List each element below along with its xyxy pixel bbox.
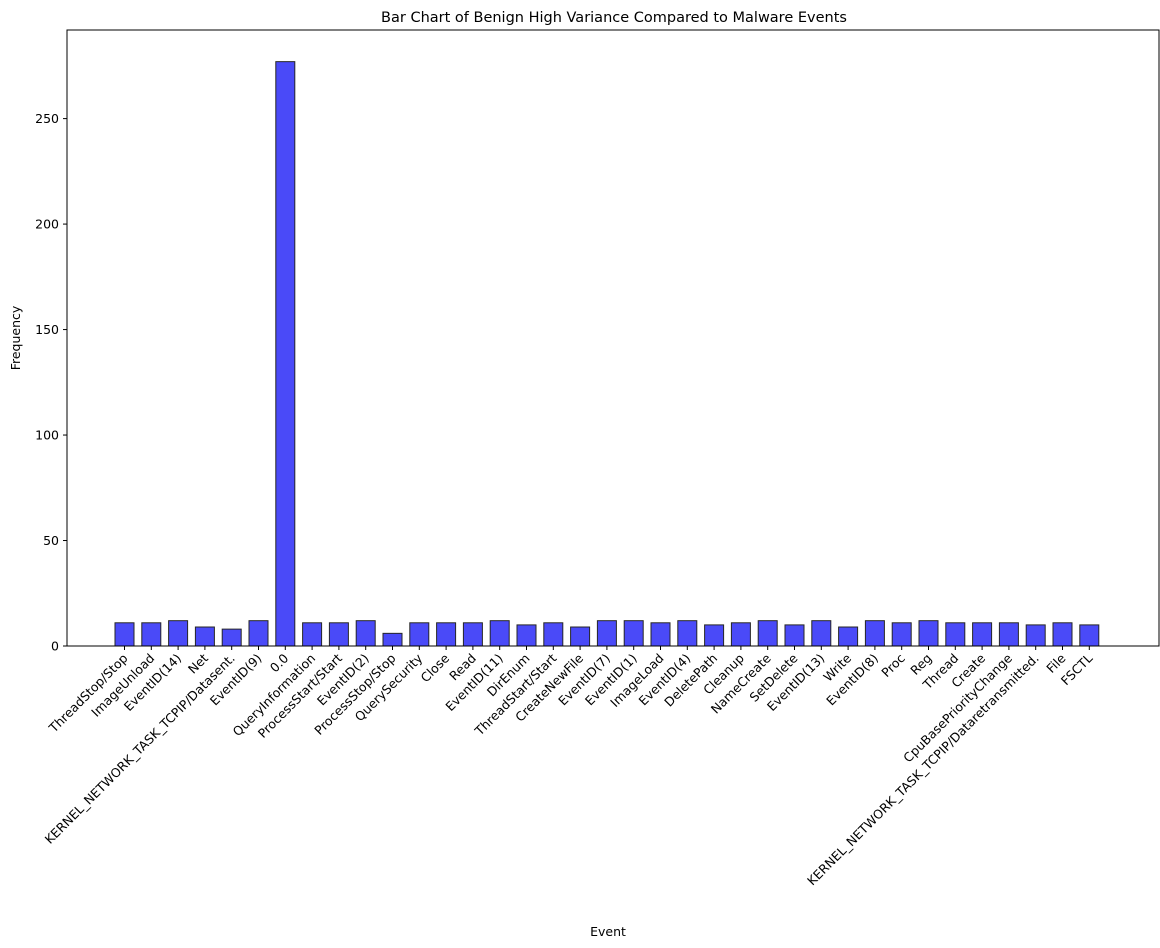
bar-25 (784, 624, 805, 647)
bar-30 (918, 620, 939, 647)
bar-3 (194, 626, 215, 647)
bar-2 (168, 620, 189, 647)
bar-17 (570, 626, 591, 647)
y-axis: 0 50 100 150 200 250 (35, 111, 67, 654)
bar-15 (516, 624, 537, 647)
bar-33 (998, 622, 1019, 647)
y-axis-label: Frequency (8, 305, 23, 370)
x-tick-label-4: KERNEL_NETWORK_TASK_TCPIP/Datasent. (42, 651, 238, 847)
y-tick-label-1: 50 (43, 533, 59, 548)
x-tick-label-12: Close (418, 650, 453, 685)
plot-frame (66, 29, 1160, 647)
bar-4 (221, 628, 242, 647)
bar-11 (409, 622, 430, 647)
x-tick-label-29: Proc (878, 650, 908, 680)
bar-0 (114, 622, 135, 647)
bar-9 (355, 620, 376, 647)
bar-18 (596, 620, 617, 647)
bar-20 (650, 622, 671, 647)
bar-7 (302, 622, 323, 647)
bar-13 (462, 622, 483, 647)
bar-8 (328, 622, 349, 647)
y-tick-label-3: 150 (35, 322, 59, 337)
bar-35 (1052, 622, 1073, 647)
bar-21 (677, 620, 698, 647)
bar-27 (838, 626, 859, 647)
bar-29 (891, 622, 912, 647)
bar-36 (1079, 624, 1100, 647)
y-tick-label-2: 100 (35, 428, 59, 443)
y-tick-label-5: 250 (35, 111, 59, 126)
x-axis-label: Event (590, 924, 626, 939)
bar-5 (248, 620, 269, 647)
bar-34 (1025, 624, 1046, 647)
bar-26 (811, 620, 832, 647)
bar-23 (730, 622, 751, 647)
y-tick-label-0: 0 (51, 639, 59, 654)
bars-group (114, 61, 1100, 647)
bar-10 (382, 632, 403, 647)
bar-32 (972, 622, 993, 647)
bar-19 (623, 620, 644, 647)
bar-24 (757, 620, 778, 647)
bar-14 (489, 620, 510, 647)
y-tick-label-4: 200 (35, 217, 59, 232)
bar-1 (141, 622, 162, 647)
bar-28 (864, 620, 885, 647)
chart-title: Bar Chart of Benign High Variance Compar… (381, 10, 847, 26)
bar-31 (945, 622, 966, 647)
bar-22 (704, 624, 725, 647)
bar-16 (543, 622, 564, 647)
bar-12 (436, 622, 457, 647)
bar-6 (275, 61, 296, 647)
